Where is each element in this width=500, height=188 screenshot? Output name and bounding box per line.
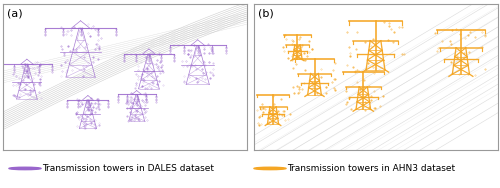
Text: (b): (b) [258,8,274,18]
Text: (a): (a) [8,8,23,18]
Circle shape [254,167,286,170]
Circle shape [9,167,41,170]
Text: Transmission towers in AHN3 dataset: Transmission towers in AHN3 dataset [288,164,456,173]
Text: Transmission towers in DALES dataset: Transmission towers in DALES dataset [42,164,214,173]
